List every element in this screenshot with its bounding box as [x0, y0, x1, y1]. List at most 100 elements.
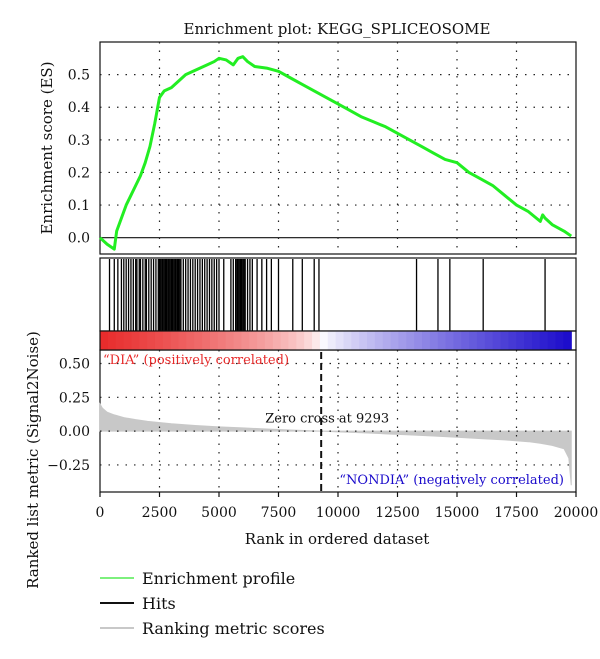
heatmap-segment	[563, 331, 572, 350]
heatmap-segment	[445, 331, 455, 350]
y-tick-label: 0.4	[68, 100, 90, 116]
heatmap-segment	[327, 331, 337, 350]
ranking-annotations: “DIA” (positively correlated) “NONDIA” (n…	[103, 352, 564, 492]
heatmap-segment	[296, 331, 305, 350]
x-tick-label: 10000	[316, 505, 361, 521]
y-tick-label: 0.5	[68, 68, 90, 84]
heatmap-segment	[524, 331, 533, 350]
heatmap-segment	[123, 331, 133, 350]
heatmap-segment	[233, 331, 242, 350]
heatmap-segment	[531, 331, 541, 350]
y-tick-label: 0.0	[68, 231, 90, 247]
heatmap-segment	[217, 331, 227, 350]
positive-label: “DIA” (positively correlated)	[103, 353, 289, 368]
x-tick-label: 7500	[261, 505, 297, 521]
x-tick-label: 15000	[435, 505, 480, 521]
heatmap-segment	[107, 331, 117, 350]
heatmap-segment	[280, 331, 290, 350]
y-tick-label: 0.2	[68, 165, 90, 181]
heatmap-segment	[351, 331, 360, 350]
heatmap-segment	[162, 331, 172, 350]
y-tick-label: −0.25	[47, 458, 90, 474]
y-tick-label: 0.3	[68, 133, 90, 149]
x-tick-label: 17500	[494, 505, 539, 521]
y-tick-label: 0.1	[68, 198, 90, 214]
heatmap-segment	[319, 331, 329, 350]
heatmap-segment	[469, 331, 478, 350]
ranking-metric-area	[99, 402, 572, 486]
heatmap-segment	[359, 331, 368, 350]
heatmap-segment	[429, 331, 439, 350]
heatmap-segment	[249, 331, 258, 350]
heatmap-segment	[139, 331, 148, 350]
heatmap-segment	[312, 331, 321, 350]
heatmap-segment	[367, 331, 376, 350]
x-ticks: 0 2500 5000 7500 10000 12500 15000 17500 20000	[96, 492, 599, 521]
heatmap-segment	[453, 331, 462, 350]
heatmap-segment	[374, 331, 384, 350]
heatmap-segment	[194, 331, 203, 350]
ranking-metric-series	[99, 402, 572, 486]
heatmap-segment	[508, 331, 517, 350]
x-tick-label: 20000	[554, 505, 599, 521]
heatmap-segment	[437, 331, 447, 350]
heatmap-segment	[264, 331, 274, 350]
legend-label: Hits	[142, 593, 176, 613]
heatmap-segment	[422, 331, 431, 350]
heatmap-frame	[99, 330, 577, 351]
hits-series	[108, 259, 546, 331]
legend-label: Enrichment profile	[142, 568, 296, 588]
heatmap-segment	[539, 331, 549, 350]
legend-label: Ranking metric scores	[142, 618, 325, 638]
heatmap-segment	[154, 331, 164, 350]
legend-item-ranking: Ranking metric scores	[100, 617, 325, 639]
heatmap-segment	[555, 331, 564, 350]
ranking-grid	[100, 350, 576, 492]
x-axis-label: Rank in ordered dataset	[245, 530, 430, 548]
heatmap-segment	[225, 331, 235, 350]
x-tick-label: 2500	[142, 505, 178, 521]
heatmap-segment	[406, 331, 415, 350]
y-tick-label: 0.50	[59, 357, 90, 373]
y-tick-label: 0.25	[59, 390, 90, 406]
heatmap-segment	[476, 331, 486, 350]
heatmap-segment	[492, 331, 502, 350]
y-tick-label: 0.00	[59, 424, 90, 440]
heatmap-segment	[343, 331, 352, 350]
chart-title: Enrichment plot: KEGG_SPLICEOSOME	[184, 20, 491, 38]
heatmap-segment	[100, 331, 109, 350]
heatmap-segment	[500, 331, 510, 350]
x-tick-label: 5000	[201, 505, 237, 521]
heatmap-segment	[272, 331, 282, 350]
heatmap-segment	[178, 331, 187, 350]
heatmap-segment	[115, 331, 125, 350]
ranking-y-ticks: 0.50 0.25 0.00 −0.25	[47, 357, 90, 474]
heatmap-segment	[131, 331, 140, 350]
enrichment-y-ticks: 0.5 0.4 0.3 0.2 0.1 0.0	[68, 68, 90, 247]
heatmap-segment	[170, 331, 180, 350]
heatmap-segment	[209, 331, 219, 350]
heatmap-segment	[484, 331, 494, 350]
enrichment-y-axis-label: Enrichment score (ES)	[38, 61, 56, 234]
heatmap-segment	[186, 331, 195, 350]
enrichment-profile-line	[98, 55, 573, 251]
zero-cross-label: Zero cross at 9293	[265, 412, 389, 427]
enrichment-panel-frame	[99, 41, 577, 255]
enrichment-profile-series	[98, 55, 573, 251]
heatmap-segment	[257, 331, 266, 350]
ranking-y-axis-label: Ranked list metric (Signal2Noise)	[24, 331, 42, 589]
heatmap-segment	[202, 331, 211, 350]
legend-item-enrichment: Enrichment profile	[100, 567, 295, 589]
heatmap-segment	[461, 331, 470, 350]
heatmap-segment	[304, 331, 313, 350]
x-tick-label: 0	[96, 505, 105, 521]
heatmap-segment	[414, 331, 423, 350]
legend-item-hits: Hits	[100, 592, 176, 614]
x-tick-label: 12500	[375, 505, 420, 521]
legend-swatch-green	[100, 577, 134, 579]
heatmap-segment	[147, 331, 156, 350]
ranked-list-heatmap	[100, 331, 572, 350]
heatmap-segment	[516, 331, 525, 350]
legend-swatch-black	[100, 602, 134, 604]
